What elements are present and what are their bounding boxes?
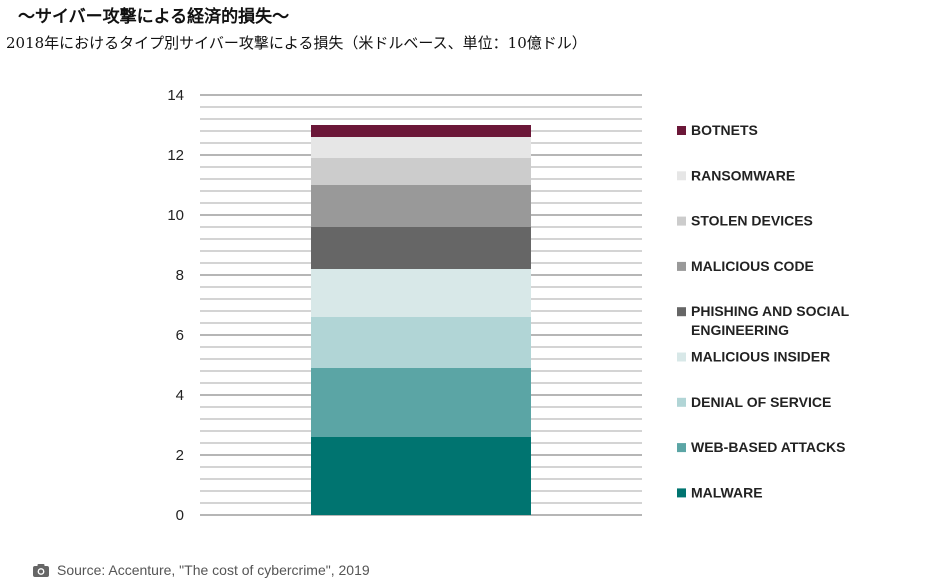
- legend-label: WEB-BASED ATTACKS: [691, 439, 846, 455]
- y-tick-label: 4: [176, 387, 184, 404]
- legend-item-phishing-and-social-engineering: PHISHING AND SOCIAL ENGINEERING: [677, 303, 850, 338]
- legend-swatch: [677, 171, 686, 181]
- legend-swatch: [677, 352, 686, 362]
- legend-swatch: [677, 443, 686, 453]
- legend-label: DENIAL OF SERVICE: [691, 394, 831, 410]
- legend-swatch: [677, 126, 686, 135]
- legend-label: BOTNETS: [691, 122, 758, 138]
- y-tick-label: 6: [176, 327, 184, 344]
- bar-segment-botnets: [311, 125, 531, 137]
- legend-label: MALICIOUS INSIDER: [691, 349, 830, 365]
- chart-subtitle: 2018年におけるタイプ別サイバー攻撃による損失（米ドルベース、単位：10億ドル…: [6, 34, 587, 52]
- y-tick-label: 10: [167, 207, 184, 224]
- legend-item-malware: MALWARE: [677, 484, 763, 500]
- legend-label: STOLEN DEVICES: [691, 213, 813, 229]
- source-text: Source: Accenture, "The cost of cybercri…: [57, 562, 370, 578]
- legend-swatch: [677, 488, 686, 498]
- bar-segment-phishing-and-social-engineering: [311, 227, 531, 269]
- bar-segment-web-based-attacks: [311, 368, 531, 437]
- legend-swatch: [677, 216, 686, 226]
- source-note: Source: Accenture, "The cost of cybercri…: [32, 562, 370, 578]
- y-tick-label: 8: [176, 267, 184, 284]
- y-tick-label: 12: [167, 147, 184, 164]
- legend-item-botnets: BOTNETS: [677, 122, 758, 138]
- legend-label: MALWARE: [691, 484, 763, 500]
- legend-swatch: [677, 397, 686, 407]
- bar-segment-ransomware: [311, 137, 531, 158]
- legend-label: RANSOMWARE: [691, 167, 795, 183]
- bar-segments: [311, 125, 531, 515]
- bar-segment-stolen-devices: [311, 158, 531, 185]
- y-tick-label: 14: [167, 87, 184, 104]
- legend-label: PHISHING AND SOCIAL: [691, 303, 850, 319]
- legend-item-malicious-code: MALICIOUS CODE: [677, 258, 814, 274]
- legend-swatch: [677, 261, 686, 271]
- legend-label: ENGINEERING: [691, 322, 789, 338]
- legend-item-ransomware: RANSOMWARE: [677, 167, 795, 183]
- y-tick-label: 2: [176, 447, 184, 464]
- y-tick-label: 0: [176, 507, 184, 524]
- legend-item-denial-of-service: DENIAL OF SERVICE: [677, 394, 831, 410]
- bar-segment-malware: [311, 437, 531, 515]
- legend-swatch: [677, 307, 686, 317]
- bar-segment-malicious-insider: [311, 269, 531, 317]
- legend: BOTNETS RANSOMWARE STOLEN DEVICES MALICIOUS…: [677, 122, 850, 500]
- bar-segment-malicious-code: [311, 185, 531, 227]
- y-axis-ticks: 0 2 4 6 8 10 12 14: [167, 87, 184, 524]
- bar-segment-denial-of-service: [311, 317, 531, 368]
- legend-label: MALICIOUS CODE: [691, 258, 814, 274]
- legend-item-web-based-attacks: WEB-BASED ATTACKS: [677, 439, 846, 455]
- chart-title: ～サイバー攻撃による経済的損失～: [18, 7, 290, 27]
- legend-item-malicious-insider: MALICIOUS INSIDER: [677, 349, 830, 365]
- legend-item-stolen-devices: STOLEN DEVICES: [677, 213, 813, 229]
- camera-icon: [33, 563, 49, 577]
